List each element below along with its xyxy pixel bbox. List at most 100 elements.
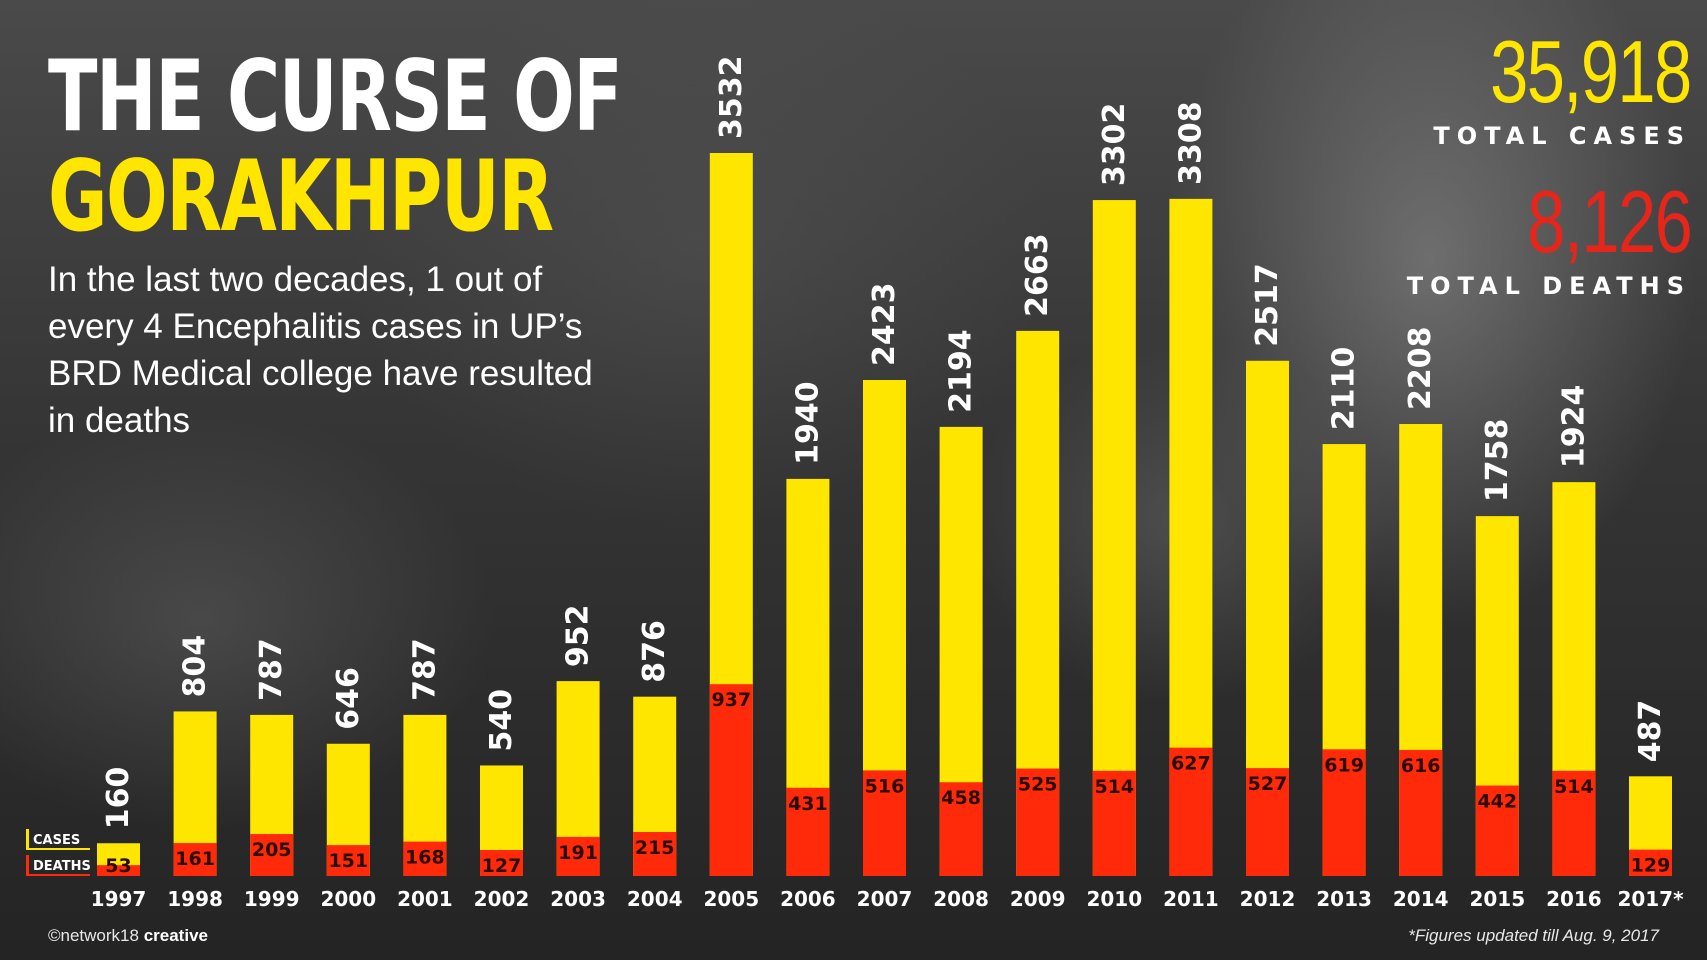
deaths-bar xyxy=(1246,768,1289,876)
deaths-bar xyxy=(633,831,677,876)
subtitle: In the last two decades, 1 out of every … xyxy=(48,260,593,440)
deaths-value-label: 191 xyxy=(558,842,598,864)
cases-value-label: 646 xyxy=(331,667,366,730)
deaths-value-label: 215 xyxy=(635,837,675,859)
year-tick-label: 1998 xyxy=(167,887,223,911)
deaths-value-label: 516 xyxy=(865,775,905,797)
cases-value-label: 487 xyxy=(1633,700,1668,763)
cases-value-label: 3308 xyxy=(1173,101,1208,185)
deaths-bar xyxy=(403,841,447,876)
deaths-value-label: 627 xyxy=(1171,753,1211,775)
cases-value-label: 2194 xyxy=(944,329,979,413)
cases-value-label: 1940 xyxy=(790,381,825,465)
legend-deaths-marker xyxy=(26,855,29,875)
year-tick-label: 2007 xyxy=(857,887,913,911)
title-line-1: THE CURSE OF xyxy=(48,40,623,154)
footer-note: *Figures updated till Aug. 9, 2017 xyxy=(1408,926,1659,945)
year-tick-label: 2003 xyxy=(550,887,606,911)
deaths-bar xyxy=(173,843,217,876)
legend: CASES DEATHS xyxy=(26,829,91,876)
total-cases-value: 35,918 xyxy=(1490,22,1692,121)
cases-value-label: 2517 xyxy=(1250,263,1285,347)
total-deaths-label: TOTAL DEATHS xyxy=(1406,272,1691,300)
legend-cases-marker xyxy=(26,829,29,849)
legend-deaths-label: DEATHS xyxy=(33,859,91,874)
title-line-2: GORAKHPUR xyxy=(48,140,554,254)
legend-cases-label: CASES xyxy=(33,833,80,848)
year-tick-label: 1999 xyxy=(244,887,300,911)
total-cases-block: 35,918 TOTAL CASES xyxy=(1433,22,1692,151)
total-deaths-block: 8,126 TOTAL DEATHS xyxy=(1406,172,1693,301)
deaths-value-label: 937 xyxy=(711,689,751,711)
deaths-bar xyxy=(1016,768,1060,876)
deaths-value-label: 161 xyxy=(175,848,215,870)
cases-value-label: 787 xyxy=(407,638,442,701)
cases-value-label: 2663 xyxy=(1020,233,1055,317)
deaths-bar xyxy=(1552,770,1596,876)
deaths-value-label: 129 xyxy=(1631,855,1671,877)
deaths-value-label: 458 xyxy=(941,787,981,809)
year-tick-label: 2001 xyxy=(397,887,453,911)
footer-credit: ©network18 creative xyxy=(48,926,208,946)
cases-value-label: 787 xyxy=(254,638,289,701)
deaths-value-label: 514 xyxy=(1554,776,1594,798)
deaths-bar xyxy=(250,834,294,876)
cases-value-label: 2208 xyxy=(1403,327,1438,411)
year-tick-label: 2009 xyxy=(1010,887,1066,911)
deaths-bar xyxy=(786,787,830,876)
year-tick-label: 2013 xyxy=(1316,887,1372,911)
year-tick-label: 2014 xyxy=(1393,887,1449,911)
cases-value-label: 1924 xyxy=(1556,385,1591,469)
year-tick-label: 1997 xyxy=(91,887,147,911)
deaths-bar xyxy=(1322,749,1366,876)
deaths-value-label: 53 xyxy=(105,855,131,877)
year-tick-label: 2006 xyxy=(780,887,836,911)
year-tick-label: 2002 xyxy=(474,887,530,911)
cases-value-label: 876 xyxy=(637,620,672,683)
total-cases-label: TOTAL CASES xyxy=(1433,122,1691,150)
deaths-value-label: 431 xyxy=(788,793,828,815)
year-tick-label: 2017* xyxy=(1617,887,1684,911)
cases-value-label: 3532 xyxy=(714,56,749,140)
deaths-bar xyxy=(1475,785,1519,876)
deaths-value-label: 168 xyxy=(405,847,445,869)
total-deaths-value: 8,126 xyxy=(1527,172,1693,271)
cases-value-label: 3302 xyxy=(1097,103,1132,187)
credit-prefix: ©network18 xyxy=(48,926,139,945)
deaths-value-label: 151 xyxy=(328,850,368,872)
year-tick-label: 2016 xyxy=(1546,887,1602,911)
cases-value-label: 1758 xyxy=(1480,419,1515,503)
deaths-bar xyxy=(326,845,370,876)
deaths-bar xyxy=(480,850,523,876)
year-tick-label: 2011 xyxy=(1163,887,1219,911)
deaths-bar xyxy=(1629,849,1672,876)
cases-bar xyxy=(1092,200,1136,876)
deaths-bar xyxy=(939,782,983,876)
deaths-bar xyxy=(1399,749,1443,876)
deaths-bar xyxy=(556,836,600,876)
deaths-bar xyxy=(863,770,906,876)
cases-value-label: 952 xyxy=(561,605,596,668)
cases-value-label: 804 xyxy=(178,635,213,698)
cases-value-label: 2423 xyxy=(867,283,902,367)
year-tick-label: 2000 xyxy=(320,887,376,911)
deaths-bar xyxy=(1092,770,1136,876)
deaths-value-label: 205 xyxy=(252,839,292,861)
cases-value-label: 540 xyxy=(484,689,519,752)
year-tick-label: 2005 xyxy=(703,887,759,911)
year-tick-label: 2008 xyxy=(933,887,989,911)
year-tick-label: 2004 xyxy=(627,887,683,911)
cases-value-label: 2110 xyxy=(1327,347,1362,431)
year-tick-label: 2015 xyxy=(1469,887,1525,911)
deaths-value-label: 442 xyxy=(1477,791,1517,813)
deaths-value-label: 127 xyxy=(482,855,522,877)
deaths-bar xyxy=(709,684,753,876)
deaths-bar xyxy=(97,865,140,876)
deaths-value-label: 527 xyxy=(1248,773,1288,795)
bars-layer: 160 53 1997 804 161 1998 787 205 1999 646 151 2000 7… xyxy=(91,56,1684,912)
deaths-value-label: 514 xyxy=(1094,776,1134,798)
deaths-value-label: 619 xyxy=(1324,754,1364,776)
cases-value-label: 160 xyxy=(101,767,136,830)
deaths-bar xyxy=(1169,747,1213,876)
year-tick-label: 2010 xyxy=(1086,887,1142,911)
